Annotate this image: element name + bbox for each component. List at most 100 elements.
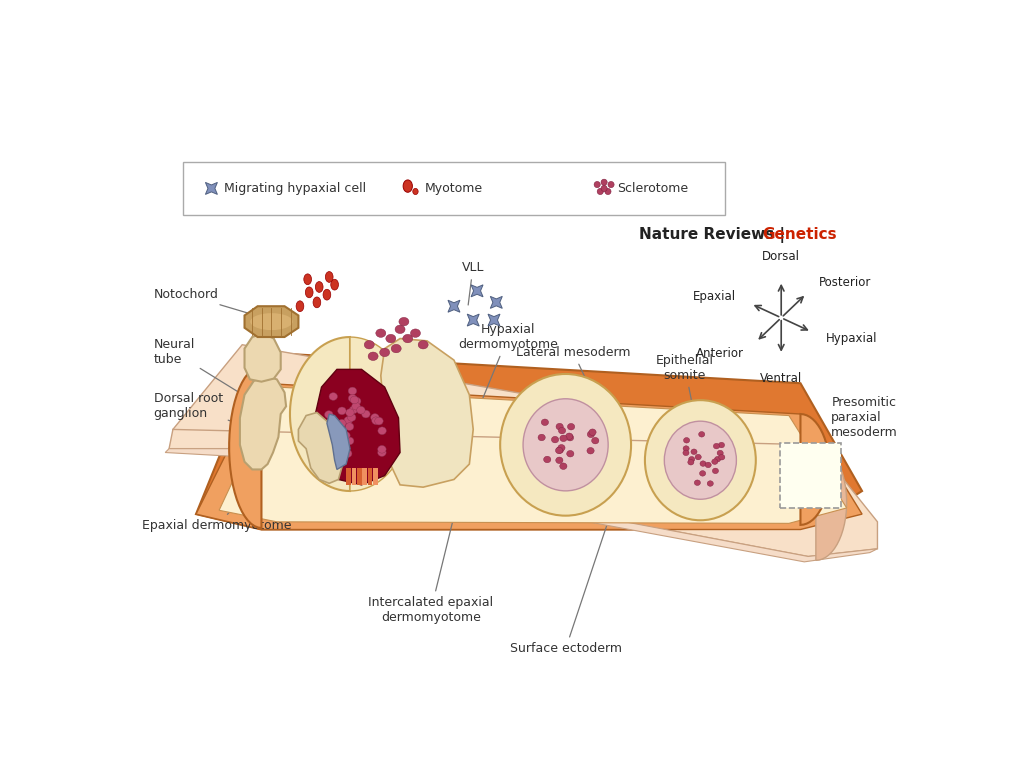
- Text: Anterior: Anterior: [696, 347, 744, 360]
- FancyBboxPatch shape: [183, 162, 725, 215]
- Polygon shape: [471, 285, 483, 296]
- Text: Sclerotome: Sclerotome: [617, 182, 688, 195]
- Polygon shape: [350, 337, 410, 491]
- Ellipse shape: [304, 274, 311, 285]
- Ellipse shape: [566, 451, 573, 457]
- Polygon shape: [315, 369, 400, 485]
- Text: Migrating hypaxial cell: Migrating hypaxial cell: [224, 182, 367, 195]
- Ellipse shape: [391, 344, 401, 353]
- Ellipse shape: [566, 435, 573, 441]
- Ellipse shape: [645, 400, 756, 520]
- Polygon shape: [240, 376, 286, 469]
- Polygon shape: [206, 183, 217, 194]
- Ellipse shape: [588, 431, 595, 438]
- Ellipse shape: [327, 432, 335, 440]
- Ellipse shape: [683, 445, 689, 452]
- Ellipse shape: [375, 417, 383, 425]
- Ellipse shape: [688, 456, 694, 462]
- Text: Hypaxial: Hypaxial: [826, 332, 878, 345]
- Text: Notochord: Notochord: [154, 288, 269, 319]
- Ellipse shape: [338, 419, 346, 427]
- Ellipse shape: [325, 411, 333, 419]
- Ellipse shape: [348, 387, 356, 395]
- Ellipse shape: [592, 438, 599, 444]
- Ellipse shape: [403, 180, 413, 192]
- Ellipse shape: [372, 417, 380, 425]
- Ellipse shape: [691, 449, 697, 455]
- Ellipse shape: [719, 442, 725, 448]
- Ellipse shape: [378, 449, 386, 456]
- Text: Lateral mesoderm: Lateral mesoderm: [516, 346, 631, 408]
- Ellipse shape: [313, 297, 321, 308]
- Ellipse shape: [700, 461, 707, 466]
- Ellipse shape: [399, 317, 409, 326]
- Polygon shape: [165, 449, 878, 562]
- Ellipse shape: [413, 188, 418, 194]
- Ellipse shape: [560, 463, 567, 469]
- Ellipse shape: [699, 471, 706, 476]
- Ellipse shape: [378, 427, 386, 435]
- Ellipse shape: [715, 456, 721, 462]
- Ellipse shape: [698, 432, 705, 437]
- Ellipse shape: [343, 450, 352, 458]
- Polygon shape: [490, 296, 503, 309]
- Ellipse shape: [587, 448, 594, 454]
- Ellipse shape: [608, 181, 614, 187]
- Ellipse shape: [378, 445, 386, 453]
- Ellipse shape: [605, 188, 611, 194]
- Ellipse shape: [538, 434, 545, 441]
- Ellipse shape: [523, 399, 608, 491]
- Ellipse shape: [500, 374, 631, 515]
- Ellipse shape: [695, 455, 701, 460]
- Text: Dorsal: Dorsal: [762, 250, 800, 263]
- Text: Intercalated epaxial
dermomyotome: Intercalated epaxial dermomyotome: [369, 488, 494, 624]
- Ellipse shape: [418, 340, 428, 349]
- Ellipse shape: [713, 468, 719, 474]
- Polygon shape: [290, 337, 350, 491]
- Ellipse shape: [348, 395, 356, 402]
- Polygon shape: [816, 445, 847, 561]
- Ellipse shape: [684, 438, 689, 443]
- Ellipse shape: [402, 334, 413, 343]
- Ellipse shape: [694, 480, 700, 485]
- Ellipse shape: [683, 450, 689, 455]
- Ellipse shape: [558, 427, 565, 434]
- Ellipse shape: [323, 290, 331, 300]
- Ellipse shape: [365, 340, 374, 349]
- Ellipse shape: [712, 459, 718, 465]
- Text: Epaxial dermomyotome: Epaxial dermomyotome: [142, 447, 292, 532]
- Ellipse shape: [708, 481, 714, 486]
- Ellipse shape: [350, 396, 358, 404]
- Bar: [373, 468, 378, 485]
- Ellipse shape: [565, 433, 572, 439]
- Ellipse shape: [296, 301, 304, 312]
- Ellipse shape: [601, 179, 607, 185]
- FancyBboxPatch shape: [779, 443, 841, 508]
- Bar: [357, 468, 361, 485]
- Ellipse shape: [597, 188, 603, 194]
- Ellipse shape: [556, 423, 563, 430]
- Polygon shape: [467, 314, 479, 326]
- Bar: [368, 468, 373, 485]
- Ellipse shape: [345, 437, 354, 445]
- Text: Dorsal root
ganglion: Dorsal root ganglion: [154, 392, 318, 452]
- Ellipse shape: [326, 272, 333, 283]
- Text: Myotome: Myotome: [425, 182, 483, 195]
- Ellipse shape: [342, 432, 350, 439]
- Polygon shape: [298, 412, 342, 483]
- Ellipse shape: [345, 422, 353, 430]
- Ellipse shape: [589, 429, 596, 435]
- Text: Surface ectoderm: Surface ectoderm: [510, 525, 622, 655]
- Ellipse shape: [567, 423, 574, 430]
- Ellipse shape: [556, 457, 563, 464]
- Bar: [362, 468, 367, 485]
- Ellipse shape: [349, 406, 357, 414]
- Ellipse shape: [346, 409, 354, 416]
- Ellipse shape: [250, 313, 293, 330]
- Text: VLL: VLL: [462, 261, 484, 305]
- Text: Epaxial: Epaxial: [693, 290, 736, 303]
- Ellipse shape: [352, 397, 360, 405]
- Ellipse shape: [544, 456, 551, 463]
- Polygon shape: [245, 333, 281, 382]
- Ellipse shape: [331, 280, 339, 290]
